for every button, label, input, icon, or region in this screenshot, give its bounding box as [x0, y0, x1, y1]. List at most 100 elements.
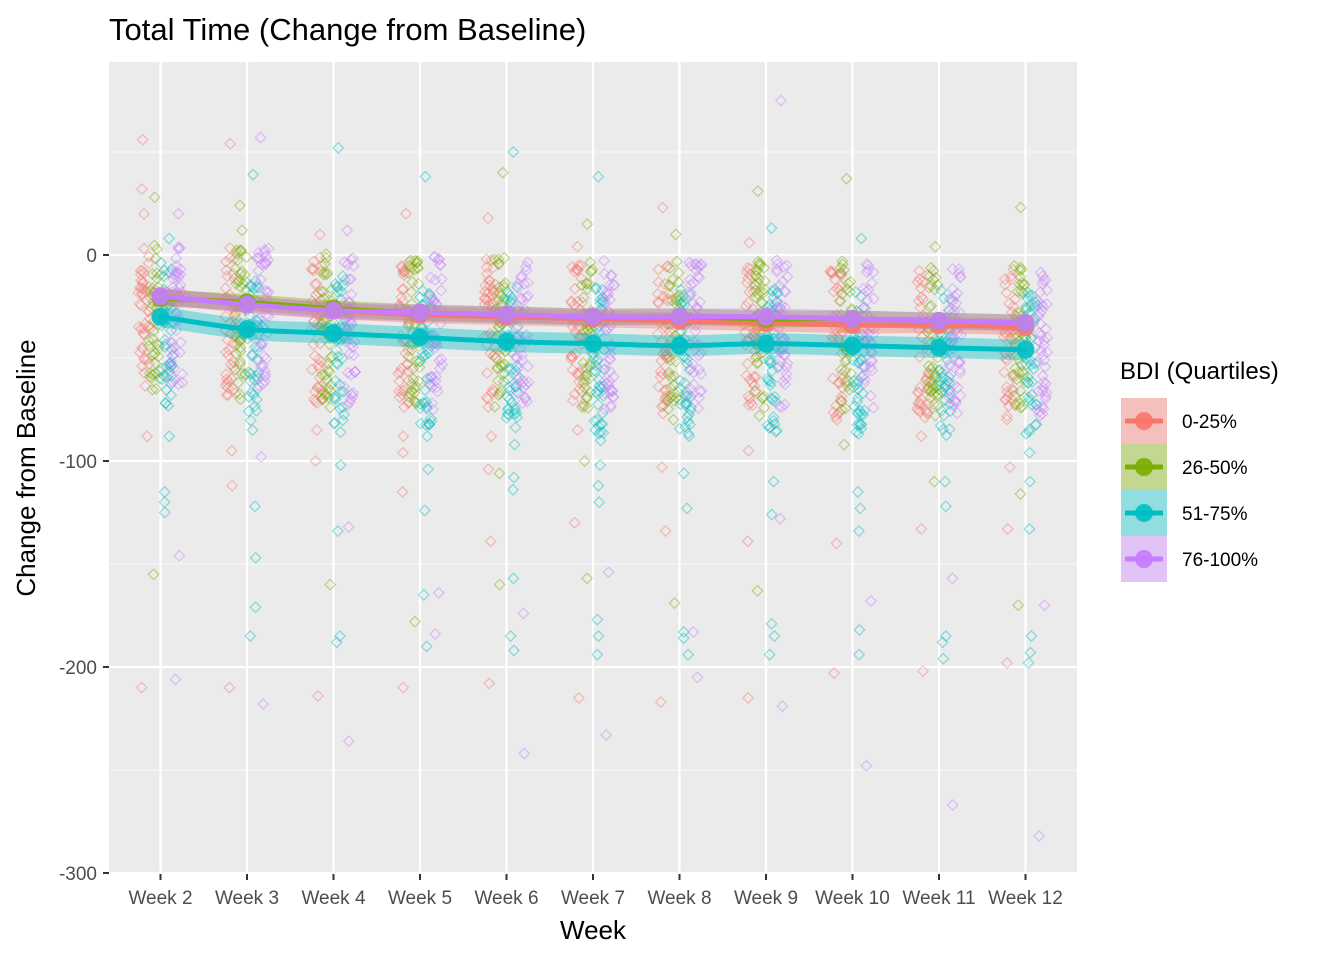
data-point [772, 322, 785, 335]
data-point [829, 410, 842, 423]
data-point [487, 286, 500, 299]
data-point [349, 365, 362, 378]
data-point [860, 258, 873, 271]
data-point [571, 264, 584, 277]
data-point [584, 357, 597, 370]
data-point [663, 392, 677, 405]
data-point [606, 385, 619, 398]
data-point [262, 242, 275, 255]
data-point [259, 284, 272, 297]
data-point [251, 252, 264, 265]
data-point [601, 287, 614, 300]
data-point [169, 271, 182, 284]
data-point [768, 418, 781, 431]
data-point [934, 419, 947, 432]
data-point [1039, 274, 1052, 287]
data-point [346, 390, 359, 403]
data-point [519, 378, 532, 391]
data-point [679, 397, 692, 410]
data-point [234, 345, 247, 358]
data-point [594, 459, 607, 472]
data-point [770, 424, 783, 437]
data-point [769, 425, 782, 438]
data-point [229, 347, 242, 360]
data-point [672, 393, 686, 406]
data-point [915, 290, 928, 304]
data-point [916, 275, 929, 288]
data-point [150, 267, 163, 280]
data-point [509, 380, 522, 393]
data-point [695, 347, 708, 360]
data-point [780, 361, 793, 374]
data-point [502, 408, 515, 421]
data-point [142, 339, 155, 353]
data-point [410, 257, 423, 270]
data-point [158, 485, 171, 498]
data-point [592, 170, 605, 183]
data-point [165, 359, 178, 372]
data-point [311, 381, 324, 394]
data-point [913, 381, 926, 394]
data-point [317, 285, 330, 298]
data-point [402, 374, 415, 387]
data-point [166, 349, 179, 363]
data-point [430, 297, 443, 310]
data-point [1037, 376, 1050, 389]
data-point [262, 310, 275, 323]
data-point [679, 390, 692, 403]
data-point [228, 272, 241, 285]
data-point [660, 352, 673, 365]
data-point [656, 367, 669, 380]
data-point [171, 298, 184, 311]
data-point [424, 293, 438, 306]
data-point [912, 404, 925, 417]
data-point [519, 260, 532, 273]
legend-label: 26-50% [1182, 458, 1248, 479]
data-point [568, 282, 581, 295]
data-point [768, 326, 781, 339]
data-point [777, 348, 790, 362]
data-point [435, 358, 448, 371]
data-point [659, 524, 672, 538]
data-point [740, 369, 753, 382]
data-point [686, 357, 699, 370]
data-point [576, 398, 589, 411]
data-point [145, 372, 158, 385]
data-point [258, 243, 271, 256]
data-point [221, 333, 234, 347]
data-point [600, 289, 614, 303]
data-point [173, 549, 186, 562]
data-point [414, 402, 427, 415]
data-point [238, 367, 252, 380]
data-point [251, 352, 264, 365]
data-point [492, 257, 505, 270]
data-point [751, 584, 764, 597]
data-point [858, 361, 872, 374]
data-point [927, 382, 940, 395]
data-point [327, 417, 341, 430]
chart-title: Total Time (Change from Baseline) [109, 12, 586, 47]
data-point [999, 348, 1013, 361]
data-point [690, 264, 703, 277]
data-point [136, 360, 149, 373]
data-point [943, 387, 956, 400]
data-point [607, 391, 620, 404]
data-point [658, 384, 671, 397]
data-point [165, 263, 178, 276]
data-point [513, 371, 526, 384]
data-point [413, 361, 426, 374]
data-point [1020, 357, 1033, 371]
data-point [308, 393, 321, 406]
data-point [222, 375, 235, 388]
data-point [677, 295, 690, 308]
data-point [432, 252, 445, 265]
data-point [668, 597, 681, 610]
data-point [435, 273, 448, 286]
data-point [860, 759, 873, 772]
data-point [429, 337, 442, 350]
data-point [305, 363, 318, 376]
data-point [921, 366, 934, 380]
data-point [157, 369, 170, 382]
data-point [775, 298, 788, 311]
data-point [174, 263, 187, 276]
